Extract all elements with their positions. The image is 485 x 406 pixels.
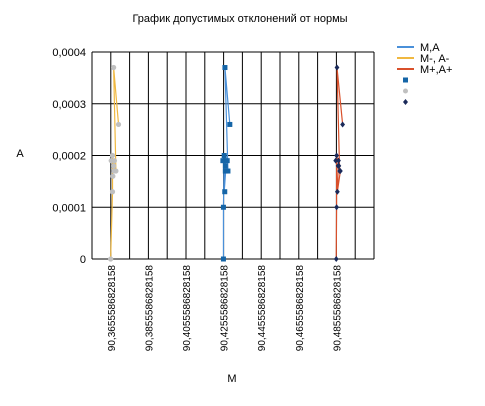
y-tick-label: 0 xyxy=(80,254,86,266)
data-point xyxy=(223,163,228,168)
x-axis-label: M xyxy=(227,373,236,385)
data-point xyxy=(222,189,227,194)
x-tick-label: 90,4655586828158 xyxy=(295,265,306,352)
tick-labels: 0 0,0001 0,0002 0,0003 0,0004 90,365558682815… xyxy=(52,47,343,351)
series-0 xyxy=(223,68,229,259)
data-point xyxy=(340,121,345,127)
data-point xyxy=(225,158,230,163)
data-point xyxy=(334,153,339,159)
data-point xyxy=(335,65,340,71)
legend-swatch xyxy=(403,99,408,105)
y-tick-label: 0,0003 xyxy=(52,99,86,111)
data-point xyxy=(334,204,339,210)
data-point xyxy=(221,205,226,210)
x-tick-label: 90,3855586828158 xyxy=(144,265,155,352)
x-tick-label: 90,4855586828158 xyxy=(332,265,343,352)
data-point xyxy=(222,153,227,158)
data-point xyxy=(227,122,232,127)
legend-entry: M+,A+ xyxy=(397,64,452,76)
series-3 xyxy=(220,65,232,261)
series-line xyxy=(336,68,342,259)
data-point xyxy=(335,189,340,195)
y-tick-label: 0,0001 xyxy=(52,202,86,214)
legend-entry xyxy=(403,89,408,94)
data-point xyxy=(334,256,339,262)
x-tick-label: 90,4455586828158 xyxy=(257,265,268,352)
data-point xyxy=(110,153,115,158)
data-point xyxy=(111,65,116,70)
series-2 xyxy=(336,68,342,259)
x-tick-label: 90,4255586828158 xyxy=(220,265,231,352)
data-point xyxy=(111,163,116,168)
legend-swatch xyxy=(403,78,408,83)
x-tick-label: 90,3655586828158 xyxy=(107,265,118,352)
grid xyxy=(92,52,374,259)
data-point xyxy=(113,168,118,173)
data-point xyxy=(110,174,115,179)
legend-entry xyxy=(403,78,408,83)
data-point xyxy=(110,189,115,194)
legend-label: M+,A+ xyxy=(420,64,452,76)
y-tick-label: 0,0002 xyxy=(52,151,86,163)
chart-title: График допустимых отклонений от нормы xyxy=(132,13,347,25)
data-point xyxy=(112,158,117,163)
y-tick-label: 0,0004 xyxy=(52,47,86,59)
series-layer xyxy=(108,65,345,262)
x-tick-label: 90,4055586828158 xyxy=(182,265,193,352)
legend: M,AM-, A-M+,A+ xyxy=(397,42,452,105)
data-point xyxy=(221,257,226,262)
legend-swatch xyxy=(403,89,408,94)
data-point xyxy=(225,169,230,174)
legend-entry xyxy=(403,99,408,105)
data-point xyxy=(108,256,113,261)
y-axis-label: A xyxy=(16,148,24,160)
series-line xyxy=(223,68,229,259)
data-point xyxy=(222,65,227,70)
data-point xyxy=(116,122,121,127)
